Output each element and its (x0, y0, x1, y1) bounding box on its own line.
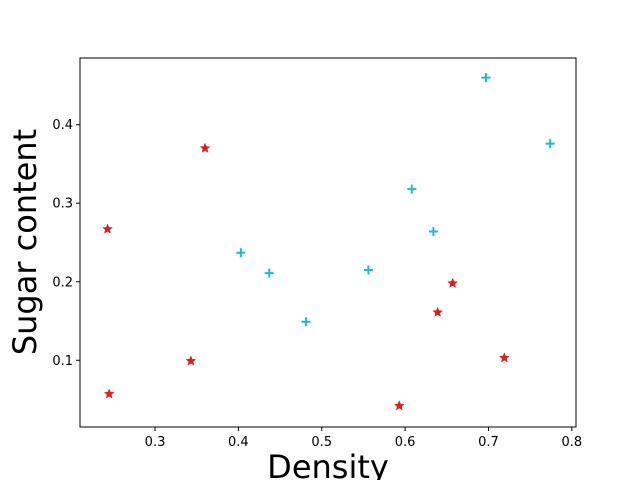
star-point (393, 400, 405, 411)
star-point (103, 388, 115, 399)
data-points (102, 73, 555, 411)
y-tick-label: 0.4 (52, 118, 73, 133)
star-point (498, 352, 510, 363)
star-point (432, 306, 444, 317)
y-axis-label: Sugar content (6, 129, 44, 355)
plus-point (428, 227, 438, 237)
plus-point (264, 268, 274, 278)
y-tick-label: 0.3 (52, 197, 73, 212)
y-axis: 0.1 0.2 0.3 0.4 (52, 118, 80, 369)
plot-area (79, 57, 577, 428)
x-tick-label: 0.5 (311, 435, 332, 450)
y-tick-label: 0.1 (52, 354, 73, 369)
plus-point (481, 73, 491, 83)
x-tick-label: 0.7 (478, 435, 499, 450)
y-tick-label: 0.2 (52, 275, 73, 290)
star-point (185, 355, 197, 366)
star-point (102, 223, 113, 234)
star-point (199, 142, 211, 153)
x-tick-label: 0.8 (561, 435, 582, 450)
star-point (447, 277, 459, 288)
x-axis: 0.3 0.4 0.5 0.6 0.7 0.8 (145, 427, 582, 450)
plus-point (301, 317, 311, 327)
plus-point (545, 139, 555, 149)
plus-point (363, 265, 373, 275)
x-tick-label: 0.4 (228, 435, 249, 450)
plus-point (407, 184, 417, 194)
x-tick-label: 0.3 (145, 435, 166, 450)
plus-point (236, 248, 246, 258)
x-axis-label: Density (267, 448, 389, 480)
x-tick-label: 0.6 (395, 435, 416, 450)
